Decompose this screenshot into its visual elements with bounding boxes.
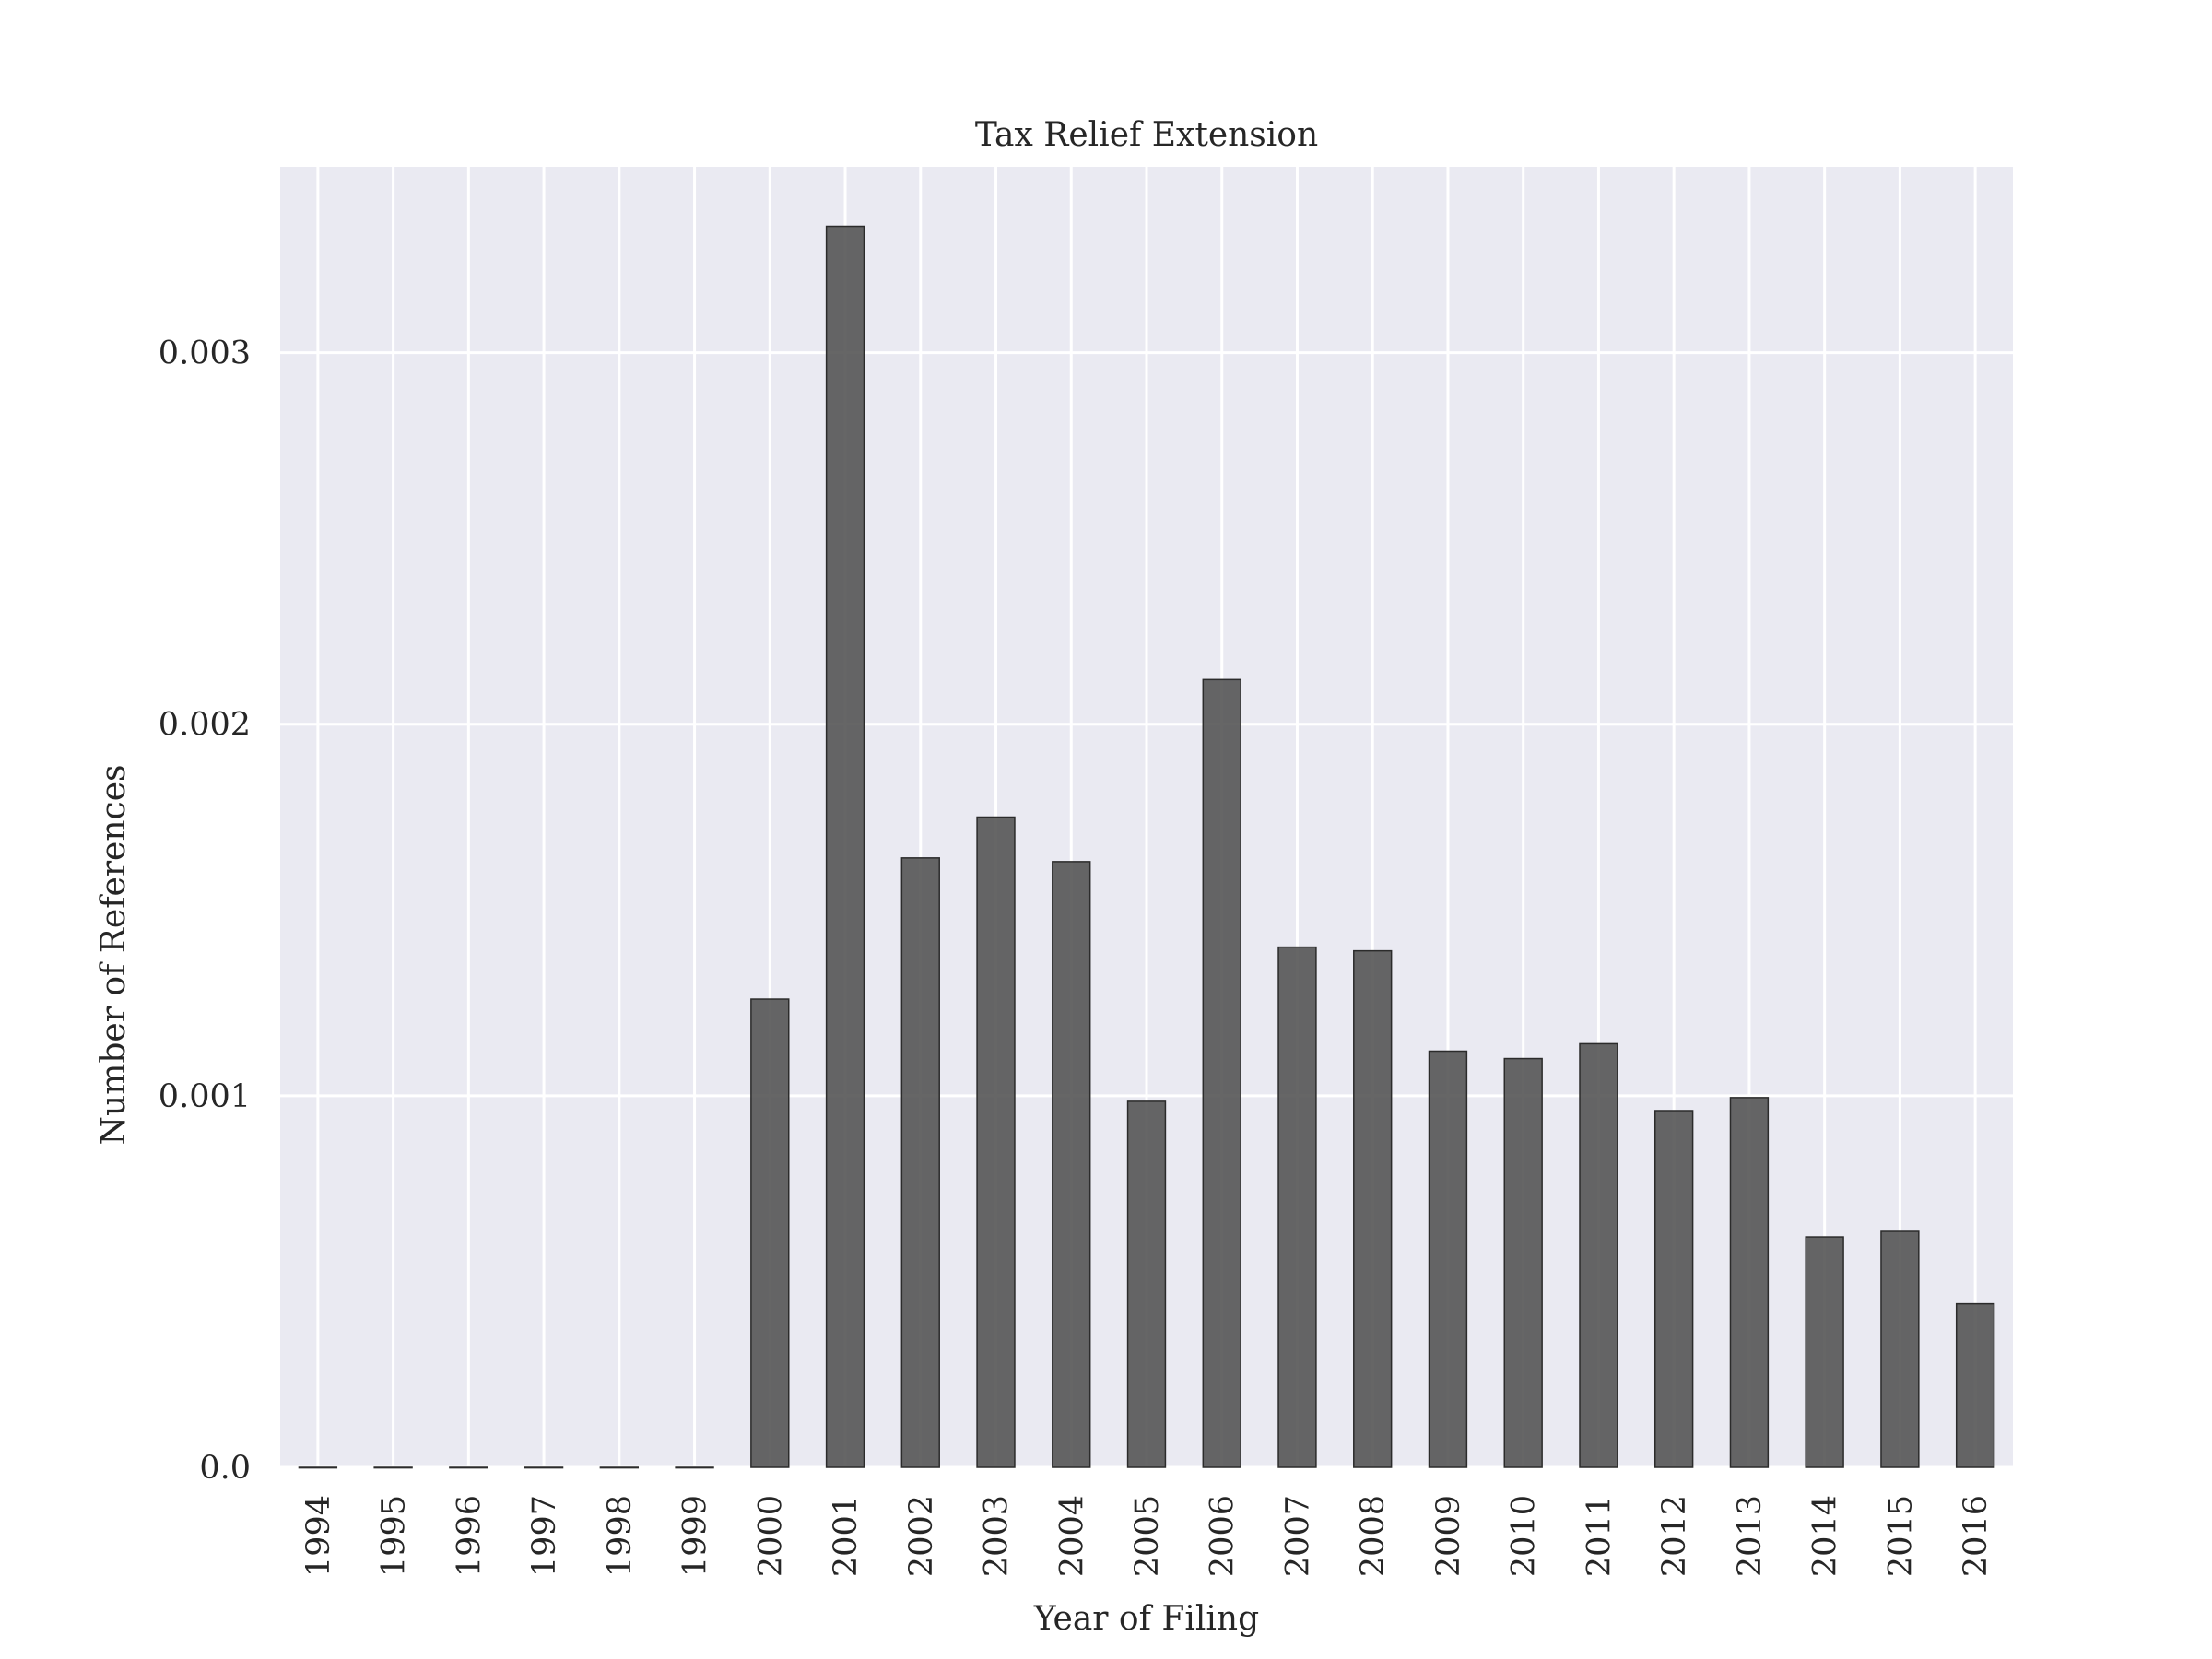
x-tick-label: 1998: [602, 1495, 639, 1577]
bar-2006: [1202, 678, 1241, 1468]
bar-2015: [1880, 1230, 1920, 1468]
bar-2000: [750, 998, 790, 1468]
x-tick-label: 1995: [376, 1495, 413, 1577]
x-tick-label: 2004: [1053, 1495, 1090, 1577]
x-tick-label: 2012: [1656, 1495, 1693, 1577]
bar-2013: [1729, 1097, 1770, 1468]
x-tick-label: 2008: [1355, 1495, 1392, 1577]
x-tick-label: 1994: [300, 1495, 337, 1577]
bar-2014: [1805, 1236, 1844, 1468]
x-tick-label: 2000: [752, 1495, 789, 1577]
y-tick-label: 0.001: [159, 1078, 251, 1115]
bar-2005: [1126, 1100, 1167, 1468]
bar-1995: [373, 1466, 413, 1469]
y-tick-label: 0.003: [159, 335, 251, 372]
bar-2002: [900, 857, 940, 1468]
x-tick-label: 2014: [1807, 1495, 1844, 1577]
bar-2016: [1955, 1302, 1995, 1468]
x-tick-label: 2003: [979, 1495, 1016, 1577]
x-tick-label: 2005: [1129, 1495, 1166, 1577]
x-tick-label: 2011: [1581, 1495, 1618, 1577]
x-tick-label: 2009: [1430, 1495, 1467, 1577]
x-tick-label: 2016: [1958, 1495, 1994, 1577]
x-tick-label: 2007: [1279, 1495, 1316, 1577]
x-tick-label: 1997: [526, 1495, 563, 1577]
y-axis-label: Number of References: [95, 765, 133, 1146]
x-tick-label: 2010: [1506, 1495, 1543, 1577]
x-tick-label: 2013: [1732, 1495, 1769, 1577]
bar-2001: [825, 225, 865, 1468]
x-tick-label: 1996: [451, 1495, 488, 1577]
bar-1994: [298, 1466, 338, 1469]
bar-2008: [1353, 949, 1393, 1468]
x-tick-labels: 1994 1995 1996 1997 1998 1999 2000 2001 2002 2003…: [300, 1495, 1994, 1577]
bar-2007: [1277, 946, 1317, 1468]
x-tick-label: 2006: [1205, 1495, 1241, 1577]
x-tick-label: 2001: [828, 1495, 865, 1577]
bar-1998: [599, 1466, 640, 1469]
x-tick-label: 2015: [1882, 1495, 1919, 1577]
y-tick-label: 0.002: [159, 707, 251, 744]
bar-2009: [1428, 1050, 1468, 1468]
x-axis-label: Year of Filing: [1033, 1600, 1259, 1638]
bar-1996: [449, 1466, 488, 1469]
y-tick-labels: 0.0 0.001 0.002 0.003: [159, 335, 251, 1487]
bar-2010: [1503, 1057, 1543, 1468]
chart-title: Tax Relief Extension: [975, 116, 1318, 154]
bar-2003: [976, 816, 1016, 1468]
bar-2004: [1052, 861, 1091, 1468]
bar-2011: [1579, 1042, 1618, 1468]
bar-1999: [675, 1466, 714, 1469]
x-tick-label: 2002: [903, 1495, 940, 1577]
bar-1997: [524, 1466, 564, 1469]
bar-2012: [1653, 1110, 1694, 1468]
y-tick-label: 0.0: [199, 1450, 251, 1487]
bars: [298, 225, 1995, 1469]
x-tick-label: 1999: [677, 1495, 714, 1577]
